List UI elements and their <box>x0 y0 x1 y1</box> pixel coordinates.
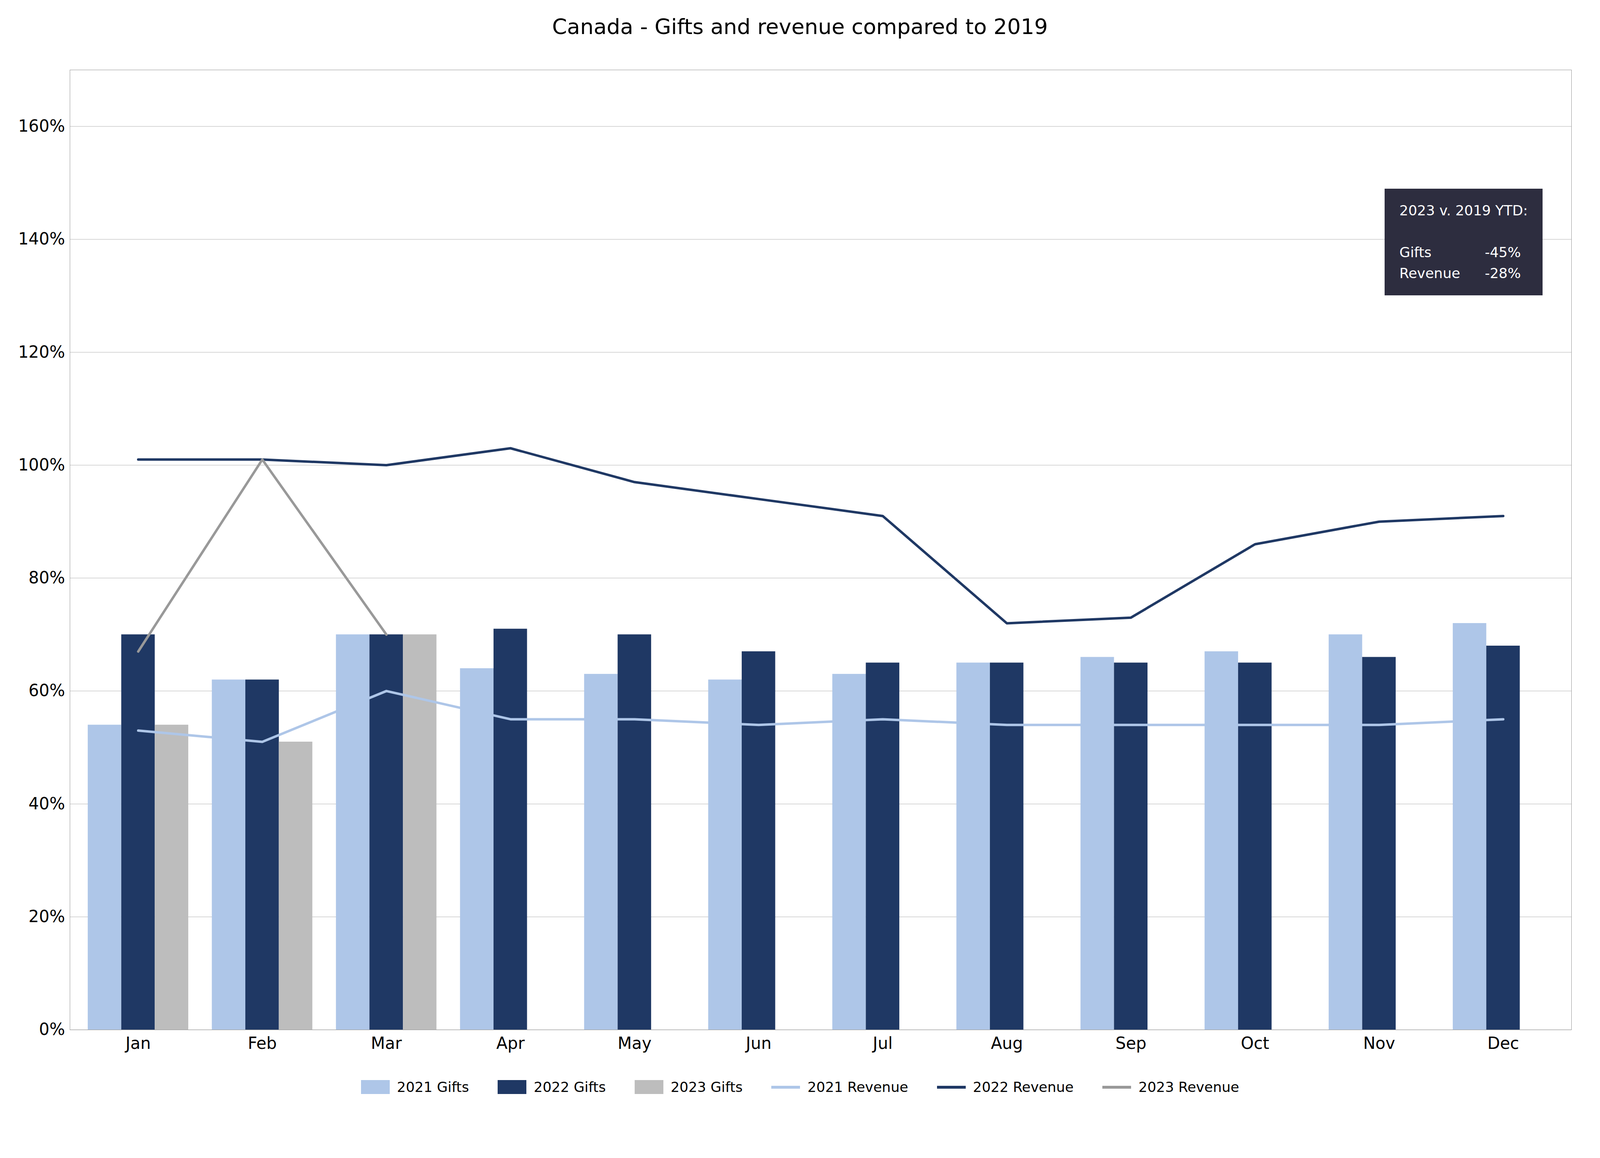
html-text:Gifts: Gifts <box>1399 244 1432 261</box>
svg-text:Sep: Sep <box>1115 1033 1147 1053</box>
html-text:Revenue: Revenue <box>1399 265 1461 282</box>
html-text:2022 Gifts: 2022 Gifts <box>533 1078 606 1096</box>
svg-text:Apr: Apr <box>496 1033 526 1053</box>
svg-text:0%: 0% <box>38 1019 65 1039</box>
html-text:2023 v. 2019 YTD:: 2023 v. 2019 YTD: <box>1399 202 1528 219</box>
svg-text:Feb: Feb <box>247 1033 277 1053</box>
html-text:2023 Revenue: 2023 Revenue <box>1138 1078 1240 1096</box>
svg-text:60%: 60% <box>28 681 66 700</box>
svg-text:20%: 20% <box>28 907 66 926</box>
svg-text:May: May <box>617 1033 652 1053</box>
html-text:2021 Gifts: 2021 Gifts <box>396 1078 469 1096</box>
html-text:2021 Revenue: 2021 Revenue <box>807 1078 909 1096</box>
svg-text:Jul: Jul <box>871 1033 893 1053</box>
svg-text:Dec: Dec <box>1487 1033 1519 1053</box>
svg-text:Jun: Jun <box>744 1033 772 1053</box>
svg-text:Nov: Nov <box>1363 1033 1396 1053</box>
html-text:Canada - Gifts and revenue com: Canada - Gifts and revenue compared to 2… <box>552 14 1048 39</box>
svg-text:Mar: Mar <box>370 1033 403 1053</box>
html-text:2023 Gifts: 2023 Gifts <box>670 1078 743 1096</box>
svg-text:160%: 160% <box>18 116 65 136</box>
svg-text:Oct: Oct <box>1241 1033 1270 1053</box>
svg-text:Aug: Aug <box>990 1033 1023 1053</box>
html-text:-28%: -28% <box>1484 265 1521 282</box>
svg-text:140%: 140% <box>18 229 65 249</box>
svg-text:Jan: Jan <box>124 1033 151 1053</box>
html-text:-45%: -45% <box>1484 244 1521 261</box>
svg-text:80%: 80% <box>28 568 66 588</box>
html-text:2022 Revenue: 2022 Revenue <box>972 1078 1074 1096</box>
svg-text:100%: 100% <box>18 455 65 475</box>
svg-text:40%: 40% <box>28 794 66 814</box>
svg-text:120%: 120% <box>18 342 65 362</box>
